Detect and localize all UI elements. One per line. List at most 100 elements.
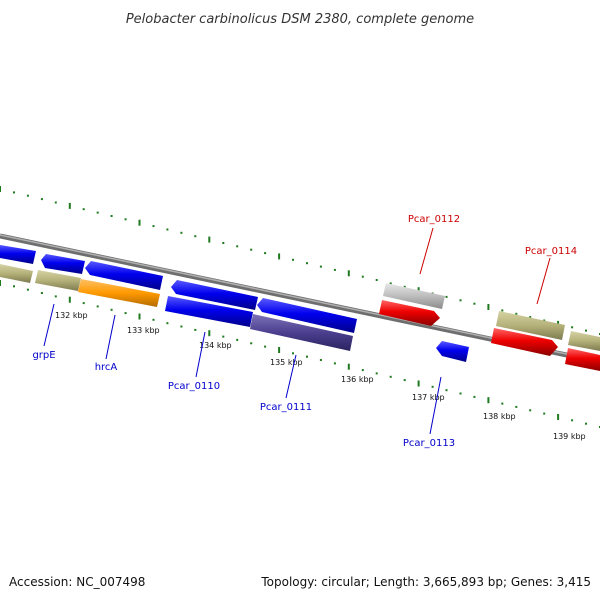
scale-tick-major [347, 363, 350, 370]
gene-label-pcar0112[interactable]: Pcar_0112 [408, 214, 460, 225]
tick-label: 136 kbp [341, 375, 374, 384]
scale-tick-minor [124, 312, 127, 315]
scale-tick-minor [529, 316, 532, 319]
gene-feature-blue-edge[interactable] [0, 245, 36, 264]
gene-feature-tan-grpe-left[interactable] [0, 264, 33, 283]
gene-feature-tan-edge[interactable] [568, 331, 600, 351]
scale-tick-minor [501, 402, 504, 405]
scale-tick-minor [445, 389, 448, 392]
scale-tick-minor [26, 288, 29, 291]
gene-label-pcar0113[interactable]: Pcar_0113 [403, 438, 455, 449]
scale-tick-major [0, 186, 1, 192]
scale-tick-minor [124, 218, 127, 221]
scale-tick-major [138, 219, 141, 226]
gene-feature-blue-pcar0110b[interactable] [257, 298, 357, 333]
scale-tick-major [68, 296, 71, 303]
tick-label: 137 kbp [412, 393, 445, 402]
gene-feature-tan-pcar0114[interactable] [496, 311, 565, 340]
gene-feature-blue-pcar0113[interactable] [436, 341, 469, 362]
gene-feature-red-pcar0112[interactable] [379, 300, 440, 326]
scale-tick-minor [13, 191, 15, 194]
scale-tick-minor [236, 338, 239, 341]
scale-tick-minor [264, 252, 267, 255]
tick-label: 134 kbp [199, 341, 232, 350]
gene-feature-grey-pcar0112[interactable] [383, 283, 445, 309]
scale-tick-minor [585, 422, 587, 425]
scale-tick-minor [431, 385, 434, 388]
scale-tick-minor [543, 319, 546, 322]
scale-tick-minor [319, 359, 322, 361]
tick-label: 135 kbp [270, 358, 303, 367]
gene-feature-red-pcar0114[interactable] [491, 328, 558, 356]
scale-dots-inner [0, 280, 600, 428]
scale-tick-minor [82, 208, 85, 211]
scale-tick-minor [306, 355, 308, 358]
scale-tick-minor [403, 285, 406, 288]
gene-label-hrca[interactable]: hrcA [95, 362, 118, 373]
scale-tick-minor [40, 198, 43, 201]
scale-tick-minor [529, 409, 532, 412]
scale-tick-minor [333, 268, 336, 271]
scale-tick-minor [222, 335, 225, 338]
scale-tick-minor [459, 392, 462, 395]
scale-tick-major [68, 202, 71, 209]
scale-tick-minor [54, 295, 57, 298]
scale-tick-minor [361, 369, 364, 372]
gene-feature-orange-hrca[interactable] [78, 279, 160, 307]
scale-tick-minor [501, 309, 504, 312]
gene-label-pcar0114[interactable]: Pcar_0114 [525, 246, 577, 257]
scale-tick-minor [110, 308, 113, 311]
scale-tick-minor [333, 362, 336, 365]
scale-tick-minor [473, 302, 476, 305]
gene-feature-blue-small[interactable] [41, 254, 85, 274]
features-forward [0, 245, 600, 351]
scale-tick-minor [319, 265, 322, 268]
scale-tick-minor [292, 352, 294, 355]
scale-tick-minor [194, 235, 197, 238]
scale-tick-major [347, 270, 350, 277]
scale-tick-minor [152, 318, 155, 321]
scale-tick-minor [445, 295, 448, 298]
scale-tick-minor [292, 258, 294, 261]
gene-feature-tan-grpe[interactable] [35, 270, 81, 291]
scale-tick-minor [166, 228, 169, 231]
tick-label: 139 kbp [553, 432, 586, 441]
scale-tick-minor [40, 292, 43, 294]
scale-tick-minor [180, 325, 183, 328]
gene-label-pcar0110[interactable]: Pcar_0110 [168, 381, 220, 392]
gene-label-grpe[interactable]: grpE [32, 350, 55, 361]
scale-tick-minor [54, 201, 57, 204]
gene-label-pcar0111[interactable]: Pcar_0111 [260, 402, 312, 413]
scale-tick-minor [194, 328, 197, 331]
scale-tick-minor [403, 379, 406, 382]
scale-tick-major [487, 304, 490, 310]
scale-tick-minor [375, 279, 378, 281]
scale-tick-minor [152, 225, 155, 228]
gene-labels: grpE hrcA Pcar_0110 Pcar_0111 Pcar_0112 … [32, 214, 577, 449]
scale-tick-minor [96, 305, 99, 308]
scale-tick-major [557, 414, 560, 420]
scale-tick-minor [375, 372, 378, 375]
scale-tick-minor [473, 395, 476, 398]
gene-feature-blue-long[interactable] [85, 261, 163, 290]
scale-tick-minor [571, 326, 574, 329]
scale-tick-minor [110, 215, 113, 217]
gene-feature-red-edge[interactable] [565, 348, 600, 371]
gene-feature-blue-pcar0110a[interactable] [171, 280, 258, 310]
scale-tick-minor [543, 412, 546, 415]
scale-tick-minor [515, 405, 518, 408]
scale-tick-minor [96, 211, 99, 214]
scale-tick-minor [585, 329, 587, 332]
tick-label: 133 kbp [127, 326, 160, 335]
scale-tick-major [0, 280, 1, 286]
gene-feature-dark-pcar0111[interactable] [250, 314, 353, 351]
genome-summary-text: Topology: circular; Length: 3,665,893 bp… [260, 575, 591, 589]
scale-tick-minor [459, 299, 462, 302]
scale-tick-major [138, 313, 141, 320]
gene-feature-blue-pcar0110[interactable] [165, 296, 253, 327]
accession-text: Accession: NC_007498 [9, 575, 145, 589]
scale-tick-minor [361, 275, 364, 278]
scale-tick-minor [82, 302, 85, 305]
scale-tick-minor [389, 375, 392, 378]
